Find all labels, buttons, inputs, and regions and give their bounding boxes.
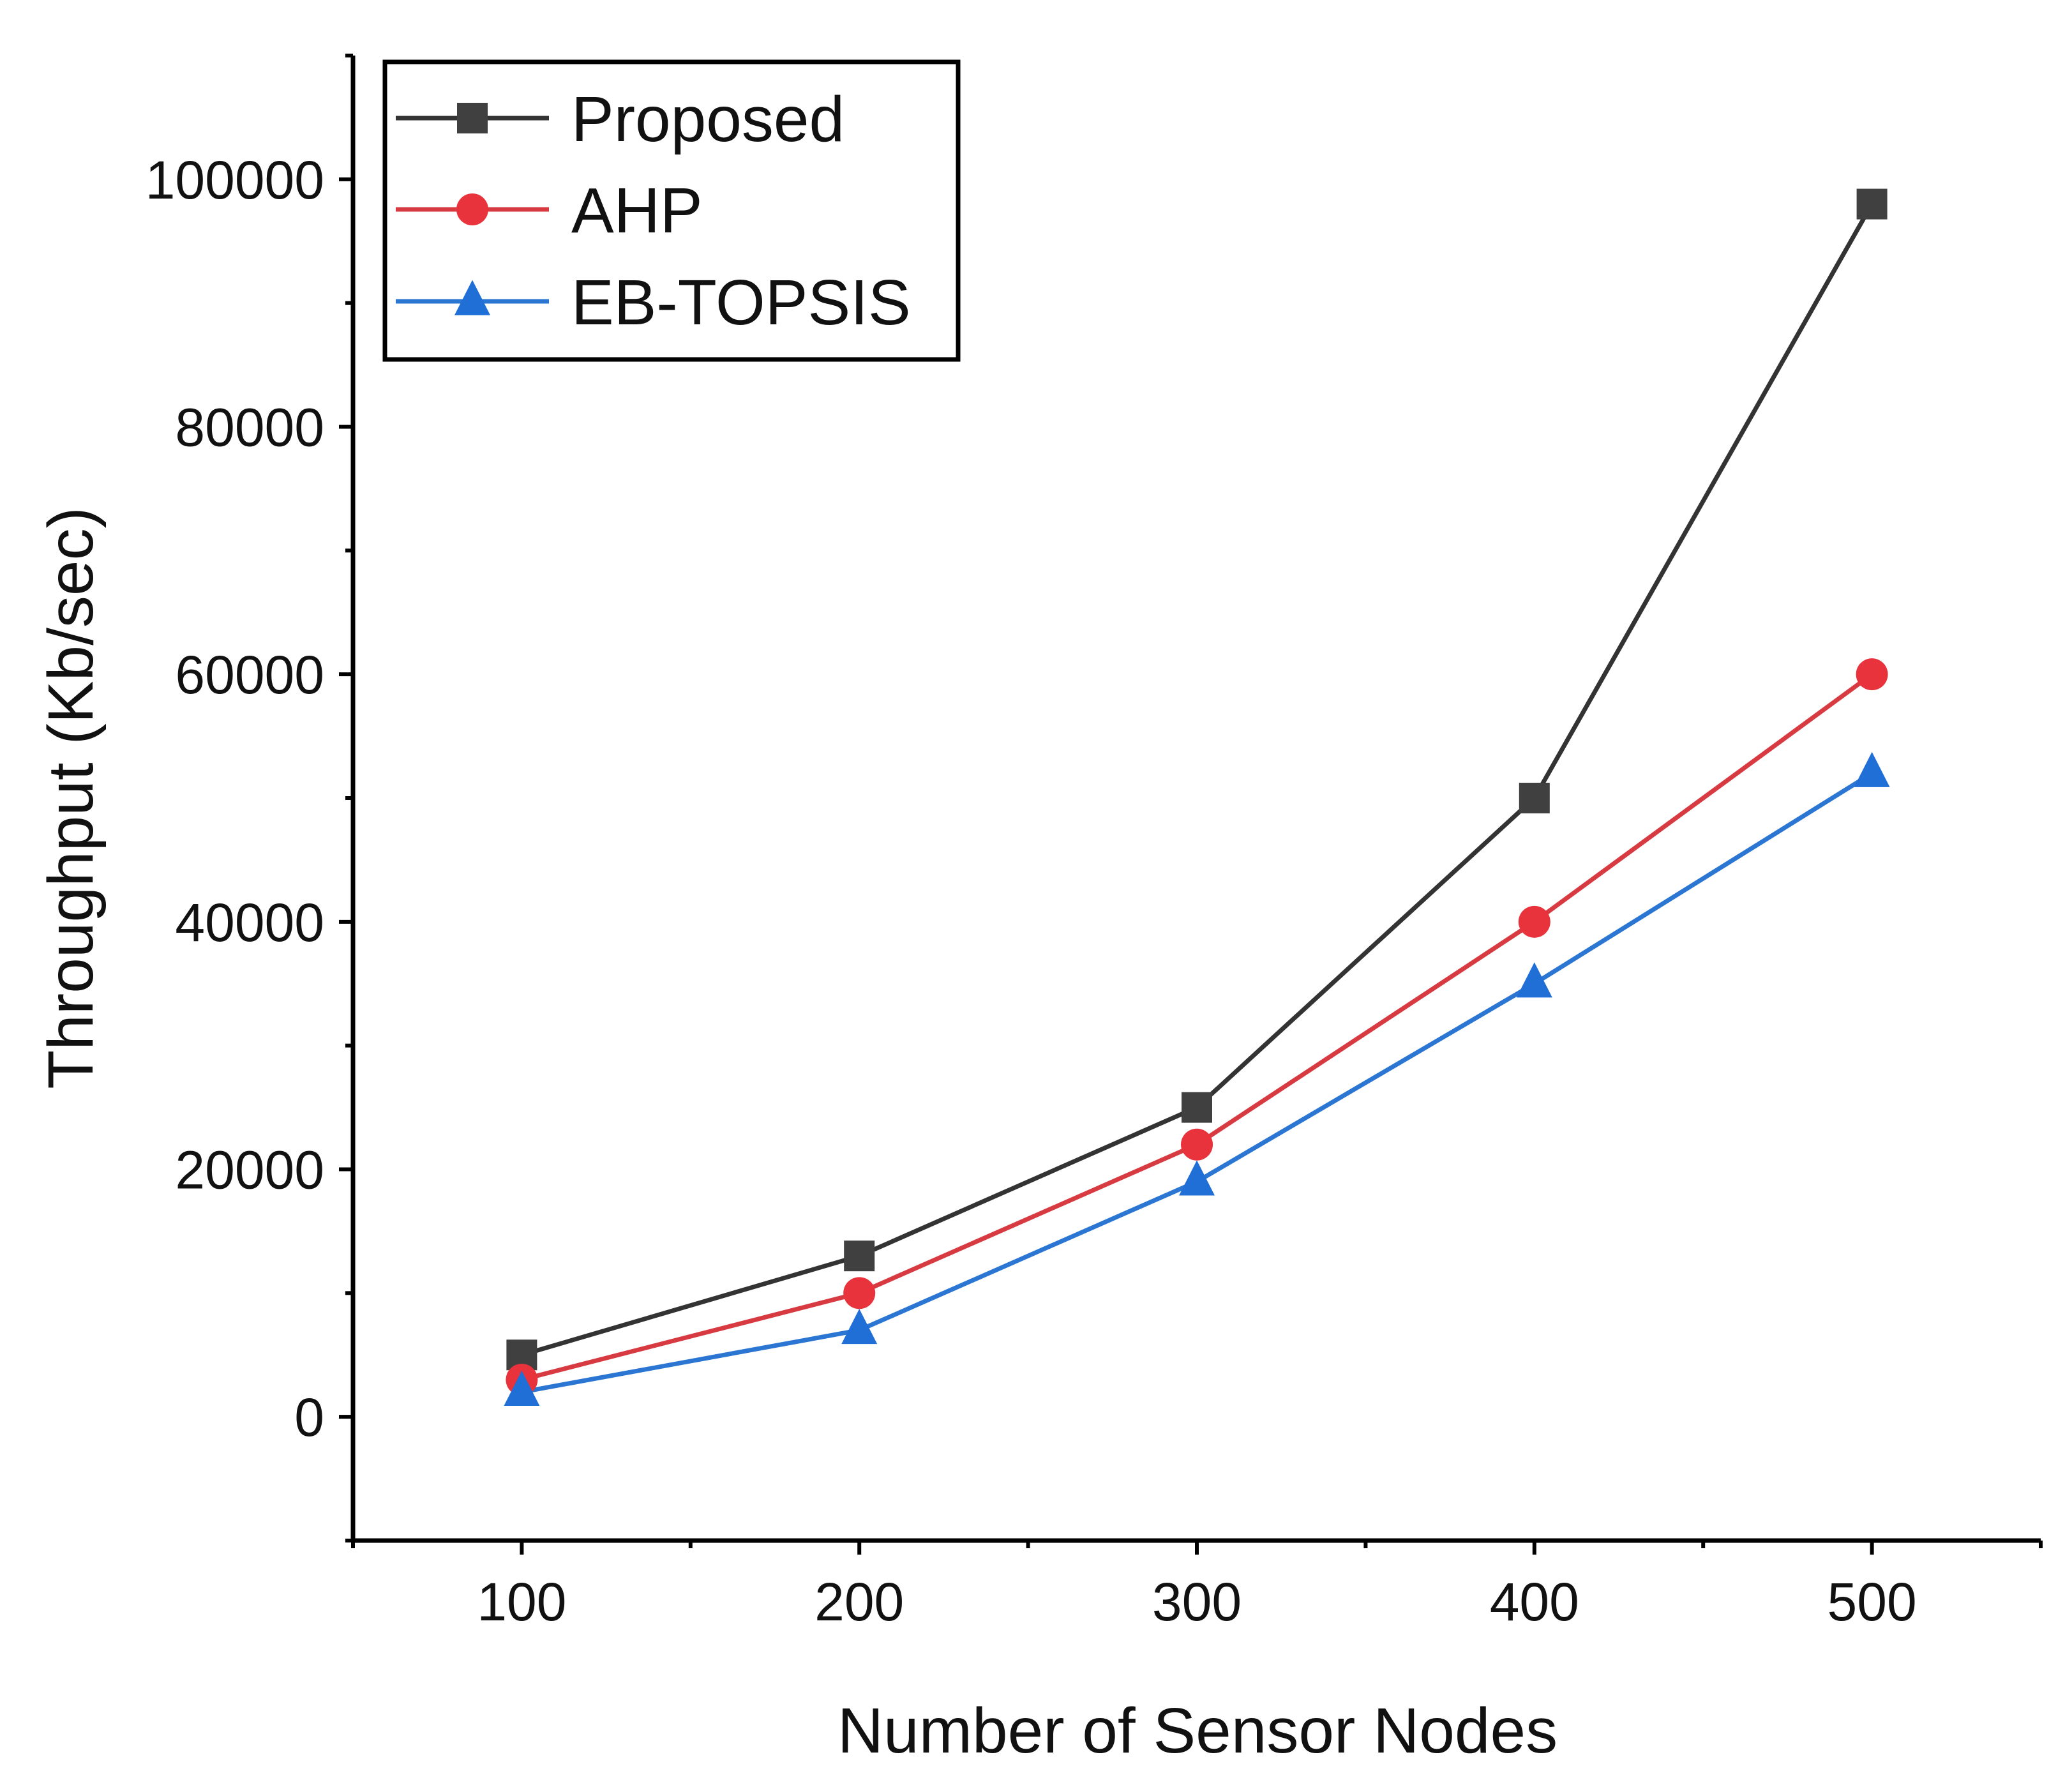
data-point-proposed	[1856, 188, 1888, 220]
x-tick-label: 200	[815, 1572, 904, 1632]
series-line-eb-topsis	[521, 771, 1873, 1394]
data-point-eb-topsis	[841, 1309, 878, 1345]
legend-marker-proposed	[457, 103, 488, 133]
legend: Proposed AHP EB-TOPSIS	[382, 59, 961, 362]
legend-label-eb-topsis: EB-TOPSIS	[571, 267, 911, 338]
data-point-ahp	[1181, 1128, 1213, 1161]
y-tick-label: 80000	[175, 398, 324, 458]
y-tick-label: 100000	[146, 150, 324, 210]
y-tick-label: 0	[294, 1387, 324, 1447]
legend-label-ahp: AHP	[571, 175, 703, 246]
data-point-eb-topsis	[504, 1370, 540, 1406]
x-tick-label: 100	[477, 1572, 566, 1632]
series-line-ahp	[521, 672, 1873, 1382]
data-point-eb-topsis	[1516, 962, 1552, 998]
y-tick-label: 60000	[175, 645, 324, 705]
data-point-ahp	[1856, 658, 1888, 691]
legend-marker-ahp	[456, 193, 488, 225]
data-point-proposed	[844, 1240, 875, 1272]
data-point-proposed	[1182, 1092, 1212, 1123]
data-point-ahp	[843, 1277, 876, 1309]
x-axis-label: Number of Sensor Nodes	[837, 1695, 1558, 1767]
y-axis-label: Throughput (Kb/sec)	[35, 507, 107, 1089]
data-point-proposed	[1519, 783, 1550, 813]
y-tick-label: 20000	[175, 1140, 324, 1200]
x-tick-label: 400	[1490, 1572, 1579, 1632]
data-point-eb-topsis	[1854, 751, 1890, 787]
x-tick-label: 300	[1152, 1572, 1242, 1632]
y-tick-label: 40000	[175, 893, 324, 953]
y-ticks: 0 20000 40000 60000 80000 100000	[146, 54, 353, 1542]
legend-label-proposed: Proposed	[571, 84, 845, 155]
data-point-ahp	[1518, 905, 1550, 938]
series-markers	[504, 188, 1890, 1406]
x-ticks: 100 200 300 400 500	[351, 1541, 2043, 1632]
data-point-eb-topsis	[1179, 1160, 1215, 1196]
x-tick-label: 500	[1828, 1572, 1917, 1632]
series-lines	[521, 202, 1874, 1394]
legend-marker-eb-topsis	[454, 280, 490, 315]
